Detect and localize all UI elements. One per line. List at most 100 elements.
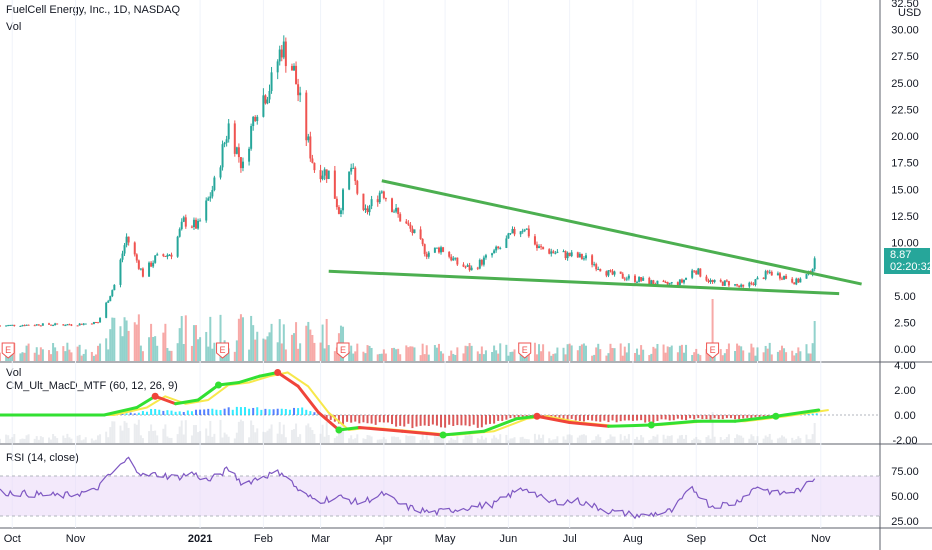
earnings-marker: E <box>706 342 720 359</box>
volume-bar <box>235 340 238 361</box>
candle-body <box>135 254 138 261</box>
candle-body <box>525 228 528 230</box>
volume-bar <box>562 347 565 361</box>
volume-bar <box>525 353 528 361</box>
candle-body <box>662 280 665 283</box>
candle-body <box>570 252 573 257</box>
macd-histogram-bar <box>587 415 590 421</box>
volume-bar <box>407 347 410 361</box>
candle-body <box>776 273 779 276</box>
macd-histogram-bar <box>570 415 573 419</box>
macd-histogram-bar <box>689 415 692 419</box>
volume-bar-echo <box>393 436 396 443</box>
volume-bar <box>811 343 814 361</box>
volume-bar-echo <box>178 426 181 443</box>
candle-body <box>511 228 514 234</box>
candle-body <box>168 254 171 256</box>
macd-histogram-bar <box>280 408 283 415</box>
volume-bar-echo <box>670 435 673 443</box>
candle-body <box>495 246 498 251</box>
volume-bar-echo <box>662 434 665 443</box>
rsi-band <box>0 475 880 517</box>
macd-line-segment <box>606 423 653 428</box>
candle-body <box>638 277 641 282</box>
candle-body <box>756 277 759 280</box>
candle-body <box>764 271 767 279</box>
rsi-indicator-title: RSI (14, close) <box>6 452 79 464</box>
volume-bar-echo <box>507 440 510 443</box>
volume-bar-echo <box>39 436 42 443</box>
volume-bar-echo <box>462 439 465 443</box>
volume-bar-echo <box>768 433 771 443</box>
volume-bar-echo <box>335 436 338 443</box>
macd-histogram-bar <box>231 409 234 415</box>
candle-body <box>609 270 612 272</box>
macd-cross-dot <box>151 392 159 400</box>
volume-bar-echo <box>799 438 802 443</box>
volume-bar-echo <box>380 439 383 443</box>
volume-bar-echo <box>656 434 659 443</box>
macd-histogram-bar <box>244 407 247 415</box>
macd-histogram-bar <box>578 415 581 421</box>
macd-histogram-bar <box>137 412 140 415</box>
candle-body <box>13 324 16 326</box>
price-tick-label: 20.00 <box>891 131 919 143</box>
volume-bar <box>609 343 612 361</box>
volume-bar <box>454 354 457 361</box>
volume-bar-echo <box>23 438 26 443</box>
volume-bar <box>52 343 55 361</box>
macd-histogram-bar <box>293 407 296 415</box>
volume-bar-echo <box>599 437 602 443</box>
macd-histogram-bar <box>484 415 487 425</box>
volume-bar-echo <box>350 435 353 443</box>
candle-body <box>521 230 524 232</box>
macd-tick-label: 4.00 <box>894 360 915 372</box>
volume-bar <box>805 344 808 361</box>
bar-countdown: 02:20:32 <box>890 261 932 273</box>
candle-body <box>811 269 814 274</box>
volume-bar <box>780 345 783 361</box>
candle-body <box>333 170 336 199</box>
candle-body <box>793 282 796 285</box>
candle-body <box>433 247 436 253</box>
candle-body <box>768 271 771 273</box>
volume-bar-echo <box>482 439 485 443</box>
macd-histogram-bar <box>676 415 679 419</box>
volume-bar <box>178 328 181 361</box>
candle-body <box>370 199 373 207</box>
volume-bar <box>190 345 193 361</box>
volume-bar <box>364 353 367 361</box>
macd-histogram-bar <box>199 409 202 415</box>
candle-body <box>509 233 512 235</box>
volume-bar <box>497 353 500 361</box>
volume-bar-echo <box>752 436 755 443</box>
candle-body <box>125 236 128 246</box>
volume-bar <box>778 350 781 361</box>
volume-bar <box>76 346 79 361</box>
volume-bar-echo <box>270 424 273 443</box>
macd-histogram-bar <box>391 415 394 425</box>
volume-bar <box>170 350 173 361</box>
volume-bar <box>491 352 494 361</box>
volume-bar <box>399 354 402 361</box>
volume-bar <box>568 343 571 361</box>
candle-body <box>748 282 751 287</box>
candle-body <box>421 239 424 245</box>
volume-bar-echo <box>652 435 655 443</box>
candle-body <box>750 282 753 284</box>
volume-bar-echo <box>323 436 326 443</box>
volume-bar-echo <box>282 424 285 443</box>
volume-bar-echo <box>166 436 169 443</box>
macd-histogram-bar <box>219 410 222 415</box>
macd-histogram-bar <box>582 415 585 422</box>
volume-bar <box>248 349 251 361</box>
volume-bar-echo <box>440 438 443 443</box>
volume-bar-echo <box>709 438 712 443</box>
volume-bar-echo <box>9 438 12 443</box>
volume-bar <box>435 347 438 361</box>
volume-bar <box>427 354 430 361</box>
volume-bar <box>278 319 281 361</box>
volume-bar <box>309 329 312 361</box>
macd-histogram-bar <box>460 415 463 426</box>
volume-bar <box>252 325 255 361</box>
